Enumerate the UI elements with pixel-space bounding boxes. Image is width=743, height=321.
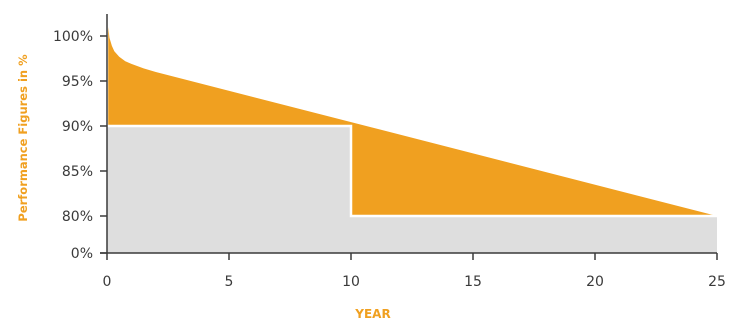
x-tick-label: 25 (708, 274, 726, 290)
y-tick-label: 100% (53, 29, 93, 45)
x-tick-label: 5 (225, 274, 234, 290)
y-tick-label: 80% (62, 209, 93, 225)
y-tick-label: 0% (71, 246, 93, 262)
y-axis-ticks: 0% 80% 85% 90% 95% 100% (53, 29, 107, 262)
x-tick-label: 20 (586, 274, 604, 290)
y-axis-title: Performance Figures in % (16, 54, 30, 222)
y-tick-label: 85% (62, 164, 93, 180)
x-tick-label: 0 (103, 274, 112, 290)
y-tick-label: 95% (62, 74, 93, 90)
x-axis-title: YEAR (354, 307, 390, 321)
y-tick-label: 90% (62, 119, 93, 135)
x-axis-ticks: 0 5 10 15 20 25 (103, 253, 726, 290)
step-guarantee-edge (107, 124, 717, 218)
x-tick-label: 15 (464, 274, 482, 290)
x-tick-label: 10 (342, 274, 360, 290)
plot-area (107, 27, 718, 253)
step-guarantee-area (107, 126, 717, 253)
